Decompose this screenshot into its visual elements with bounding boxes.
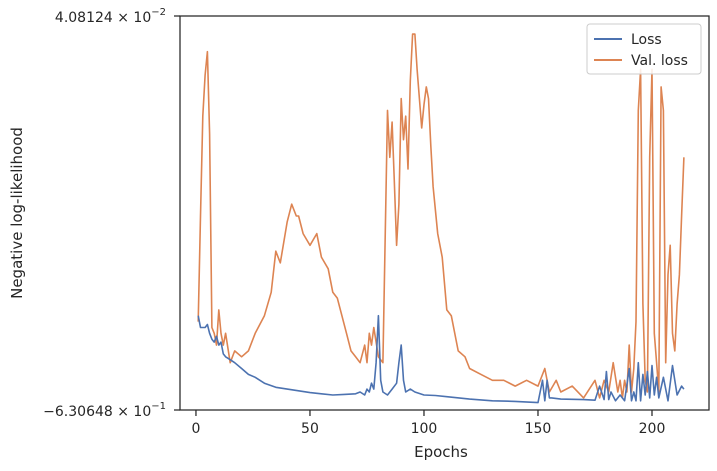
x-ticks: 0 50 100 150 200: [192, 410, 666, 437]
plot-background: [180, 16, 709, 410]
x-tick-label-50: 50: [301, 421, 319, 437]
y-tick-label-top: 4.08124 × 10−2: [55, 7, 166, 26]
x-tick-label-0: 0: [192, 421, 201, 437]
series-line-val-loss: [197, 33, 685, 399]
x-tick-label-150: 150: [525, 421, 552, 437]
plot-frame: [179, 15, 710, 411]
legend: Loss Val. loss: [586, 23, 702, 75]
legend-label-loss: Loss: [631, 32, 662, 48]
x-tick-label-200: 200: [639, 421, 666, 437]
y-tick-label-bottom: −6.30648 × 10−1: [43, 401, 166, 420]
series-layer: [197, 33, 685, 404]
y-axis-title: Negative log-likelihood: [8, 127, 26, 299]
legend-label-val-loss: Val. loss: [631, 53, 688, 69]
x-tick-label-100: 100: [411, 421, 438, 437]
x-axis-title: Epochs: [414, 443, 468, 461]
series-line-loss: [197, 314, 685, 404]
legend-box: [586, 23, 702, 75]
